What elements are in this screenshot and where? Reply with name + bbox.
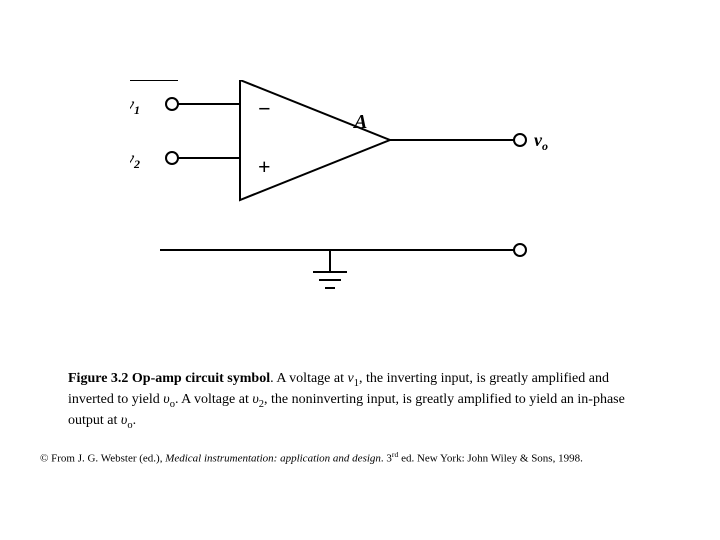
caption-text-3: . A voltage at: [175, 392, 252, 407]
figure-caption: Figure 3.2 Op-amp circuit symbol. A volt…: [68, 370, 658, 433]
terminal-v2: [166, 152, 178, 164]
credit-line: © From J. G. Webster (ed.), Medical inst…: [40, 450, 680, 466]
opamp-diagram: − + Av1 v2 vo: [130, 80, 590, 315]
opamp-plus: +: [258, 154, 271, 179]
terminal-gnd-right: [514, 244, 526, 256]
terminal-v1: [166, 98, 178, 110]
opamp-minus: −: [258, 96, 271, 121]
terminal-vo: [514, 134, 526, 146]
label-v2: v2: [130, 148, 140, 171]
svg-dynamic: − + Av1 v2 vo: [130, 80, 548, 288]
caption-text-5: .: [133, 413, 137, 428]
caption-text-1: . A voltage at: [270, 371, 347, 386]
label-v1: v1: [130, 94, 140, 117]
credit-book: Medical instrumentation: application and…: [165, 453, 381, 465]
credit-tail: ed. New York: John Wiley & Sons, 1998.: [398, 453, 583, 465]
credit-prefix: © From J. G. Webster (ed.),: [40, 453, 165, 465]
label-vo: vo: [534, 130, 548, 153]
figure-title: Op-amp circuit symbol: [132, 371, 270, 386]
opamp-svg: − + Av1 v2 vo: [130, 80, 590, 310]
credit-after-book: . 3: [381, 453, 392, 465]
page: − + Av1 v2 vo Figure 3.2 Op-amp circuit symb…: [0, 0, 720, 540]
figure-number: Figure 3.2: [68, 371, 132, 386]
opamp-gain-label: A: [352, 111, 367, 133]
